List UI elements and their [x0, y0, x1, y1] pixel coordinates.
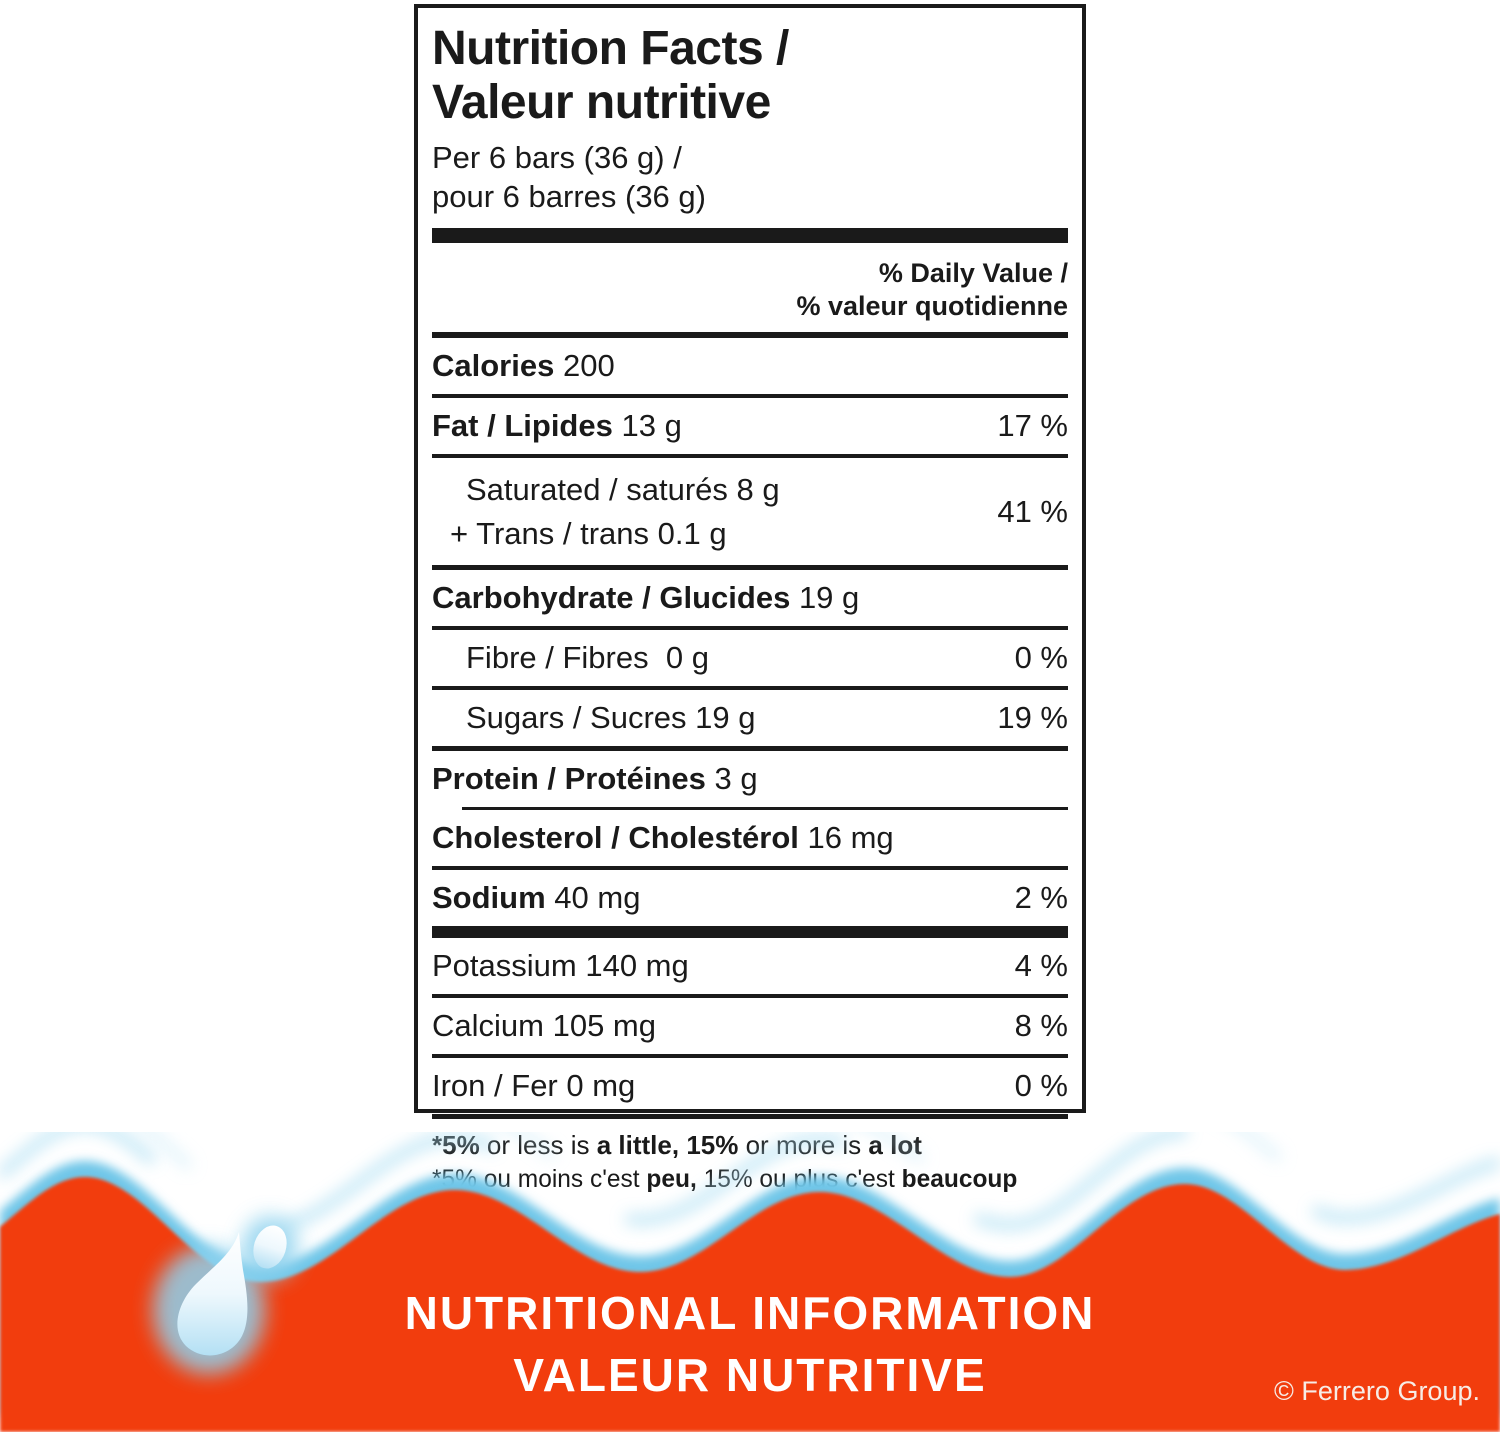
divider — [432, 994, 1068, 999]
row-sugars: Sugars / Sucres 19 g 19 % — [432, 690, 1068, 746]
fat-dv: 17 % — [997, 408, 1068, 444]
row-calories: Calories 200 — [432, 338, 1068, 394]
serving-size-fr: pour 6 barres (36 g) — [432, 178, 706, 214]
protein-label: Protein / Protéines — [432, 761, 706, 797]
divider — [432, 394, 1068, 399]
panel-title-fr: Valeur nutritive — [432, 75, 771, 129]
banner-title-fr: VALEUR NUTRITIVE — [513, 1348, 987, 1401]
iron-label: Iron / Fer — [432, 1068, 558, 1104]
panel-title: Nutrition Facts / Valeur nutritive — [432, 22, 1068, 130]
serving-size: Per 6 bars (36 g) / pour 6 barres (36 g) — [432, 138, 1068, 216]
daily-value-header-fr: % valeur quotidienne — [796, 290, 1068, 321]
daily-value-header: % Daily Value / % valeur quotidienne — [432, 243, 1068, 333]
daily-value-header-en: % Daily Value / — [878, 257, 1068, 288]
fibre-dv: 0 % — [1014, 640, 1068, 676]
row-fat: Fat / Lipides 13 g 17 % — [432, 398, 1068, 454]
divider — [432, 454, 1068, 459]
water-droplet-small — [253, 1225, 287, 1269]
sodium-label: Sodium — [432, 880, 546, 916]
cholesterol-value: 16 mg — [798, 820, 894, 856]
wave-banner — [0, 1092, 1500, 1432]
banner-title: NUTRITIONAL INFORMATION VALEUR NUTRITIVE — [0, 1283, 1500, 1406]
calories-label: Calories — [432, 348, 555, 384]
potassium-label: Potassium — [432, 948, 577, 984]
iron-dv: 0 % — [1014, 1068, 1068, 1104]
water-droplet-large — [177, 1232, 248, 1356]
divider — [432, 866, 1068, 871]
divider — [432, 746, 1068, 752]
divider-indented — [462, 807, 1068, 811]
fibre-value: 0 g — [648, 640, 709, 676]
row-iron: Iron / Fer 0 mg 0 % — [432, 1058, 1068, 1114]
nutrition-facts-panel: Nutrition Facts / Valeur nutritive Per 6… — [414, 4, 1086, 1193]
sugars-value: 19 g — [686, 700, 756, 736]
trans-label: + Trans / trans 0.1 g — [450, 515, 727, 551]
potassium-value: 140 mg — [576, 948, 689, 984]
wave-graphic — [0, 1092, 1500, 1432]
foam-streak-1 — [0, 1119, 1500, 1236]
foam-streak-2 — [0, 1092, 1500, 1207]
divider — [432, 686, 1068, 691]
calcium-dv: 8 % — [1014, 1008, 1068, 1044]
saturated-dv: 41 % — [997, 493, 1068, 529]
sodium-dv: 2 % — [1014, 880, 1068, 916]
divider-thick-minerals — [432, 926, 1068, 939]
sugars-dv: 19 % — [997, 700, 1068, 736]
potassium-dv: 4 % — [1014, 948, 1068, 984]
row-sodium: Sodium 40 mg 2 % — [432, 870, 1068, 926]
sodium-value: 40 mg — [545, 880, 641, 916]
divider — [432, 626, 1068, 631]
wave-orange-fill — [0, 1177, 1500, 1432]
divider-thick-top — [432, 227, 1068, 243]
copyright-notice: © Ferrero Group. — [1274, 1376, 1480, 1406]
serving-size-en: Per 6 bars (36 g) / — [432, 139, 682, 175]
divider — [432, 1054, 1068, 1059]
iron-value: 0 mg — [557, 1068, 636, 1104]
protein-value: 3 g — [705, 761, 758, 797]
cholesterol-label: Cholesterol / Cholestérol — [432, 820, 799, 856]
divider — [432, 565, 1068, 571]
calories-value: 200 — [554, 348, 615, 384]
row-saturated-trans: Saturated / saturés 8 g + Trans / trans … — [432, 458, 1068, 565]
saturated-label: Saturated / saturés 8 g — [466, 472, 780, 508]
divider — [432, 332, 1068, 339]
row-potassium: Potassium 140 mg 4 % — [432, 938, 1068, 994]
fat-label: Fat / Lipides — [432, 408, 613, 444]
row-fibre: Fibre / Fibres 0 g 0 % — [432, 630, 1068, 686]
calcium-label: Calcium — [432, 1008, 544, 1044]
sugars-label: Sugars / Sucres — [466, 700, 687, 736]
banner-title-en: NUTRITIONAL INFORMATION — [404, 1287, 1096, 1339]
fibre-label: Fibre / Fibres — [466, 640, 649, 676]
row-cholesterol: Cholesterol / Cholestérol 16 mg — [432, 810, 1068, 866]
fat-value: 13 g — [612, 408, 682, 444]
carbohydrate-value: 19 g — [790, 580, 860, 616]
row-protein: Protein / Protéines 3 g — [432, 751, 1068, 807]
carbohydrate-label: Carbohydrate / Glucides — [432, 580, 791, 616]
row-carbohydrate: Carbohydrate / Glucides 19 g — [432, 570, 1068, 626]
panel-title-en: Nutrition Facts / — [432, 22, 789, 75]
calcium-value: 105 mg — [543, 1008, 656, 1044]
divider — [432, 1114, 1068, 1120]
row-calcium: Calcium 105 mg 8 % — [432, 998, 1068, 1054]
